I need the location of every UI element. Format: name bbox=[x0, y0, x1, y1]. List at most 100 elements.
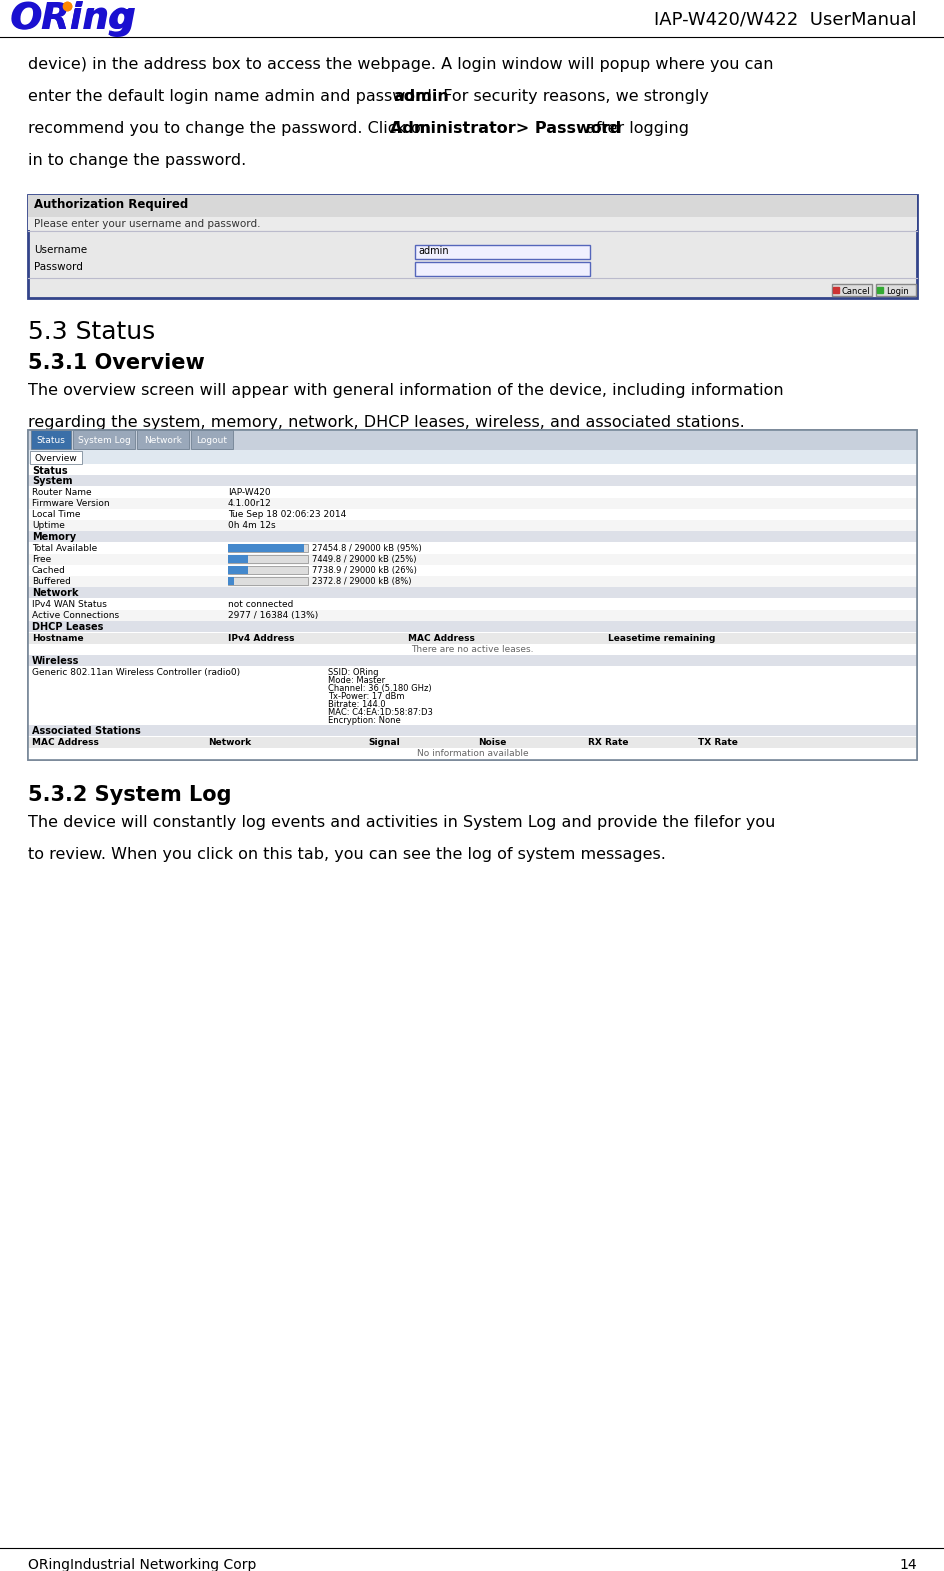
Text: System Log: System Log bbox=[77, 435, 130, 445]
Bar bbox=[28, 195, 916, 298]
Bar bbox=[28, 474, 916, 485]
Text: 27454.8 / 29000 kB (95%): 27454.8 / 29000 kB (95%) bbox=[312, 544, 421, 553]
Text: 14: 14 bbox=[899, 1558, 916, 1571]
Bar bbox=[28, 610, 916, 621]
Bar bbox=[228, 555, 308, 562]
Text: SSID: ORing: SSID: ORing bbox=[328, 668, 379, 677]
Bar bbox=[28, 633, 916, 644]
Text: IAP-W420/W422  UserManual: IAP-W420/W422 UserManual bbox=[653, 9, 916, 28]
Text: admin: admin bbox=[417, 247, 448, 256]
Bar bbox=[28, 449, 916, 463]
Bar bbox=[414, 262, 589, 276]
Bar bbox=[228, 544, 308, 551]
Text: not connected: not connected bbox=[228, 600, 293, 610]
Bar bbox=[28, 655, 916, 666]
Text: Noise: Noise bbox=[478, 738, 506, 746]
Text: regarding the system, memory, network, DHCP leases, wireless, and associated sta: regarding the system, memory, network, D… bbox=[28, 415, 744, 430]
Text: Network: Network bbox=[208, 738, 251, 746]
Text: MAC Address: MAC Address bbox=[32, 738, 99, 746]
Text: There are no active leases.: There are no active leases. bbox=[411, 646, 533, 654]
Text: device) in the address box to access the webpage. A login window will popup wher: device) in the address box to access the… bbox=[28, 57, 773, 72]
Bar bbox=[28, 217, 916, 229]
Bar bbox=[28, 498, 916, 509]
Bar bbox=[28, 195, 916, 217]
Text: Free: Free bbox=[32, 555, 51, 564]
Text: Authorization Required: Authorization Required bbox=[34, 198, 188, 211]
Bar bbox=[137, 430, 189, 449]
Bar bbox=[30, 451, 82, 463]
Text: Mode: Master: Mode: Master bbox=[328, 676, 385, 685]
Bar bbox=[228, 544, 304, 551]
Text: Hostname: Hostname bbox=[32, 635, 83, 643]
Text: 7449.8 / 29000 kB (25%): 7449.8 / 29000 kB (25%) bbox=[312, 555, 416, 564]
Text: Network: Network bbox=[143, 435, 182, 445]
Text: IAP-W420: IAP-W420 bbox=[228, 489, 270, 496]
Text: IPv4 WAN Status: IPv4 WAN Status bbox=[32, 600, 107, 610]
Text: recommend you to change the password. Click on: recommend you to change the password. Cl… bbox=[28, 121, 436, 137]
Text: Total Available: Total Available bbox=[32, 544, 97, 553]
Bar bbox=[28, 621, 916, 632]
Text: The device will constantly log events and activities in System Log and provide t: The device will constantly log events an… bbox=[28, 815, 775, 829]
Text: admin: admin bbox=[393, 90, 448, 104]
Bar bbox=[31, 430, 71, 449]
Text: Router Name: Router Name bbox=[32, 489, 92, 496]
Text: System: System bbox=[32, 476, 73, 485]
Text: Login: Login bbox=[885, 287, 908, 295]
Text: ORing: ORing bbox=[12, 2, 134, 36]
Bar bbox=[228, 555, 247, 562]
Bar bbox=[228, 566, 308, 573]
Bar bbox=[28, 555, 916, 566]
Text: MAC Address: MAC Address bbox=[408, 635, 475, 643]
Text: Active Connections: Active Connections bbox=[32, 611, 119, 621]
Bar bbox=[28, 430, 916, 760]
Text: Generic 802.11an Wireless Controller (radio0): Generic 802.11an Wireless Controller (ra… bbox=[32, 668, 240, 677]
Text: Status: Status bbox=[32, 467, 68, 476]
Text: Wireless: Wireless bbox=[32, 657, 79, 666]
Text: Buffered: Buffered bbox=[32, 577, 71, 586]
Text: RX Rate: RX Rate bbox=[587, 738, 628, 746]
Text: in to change the password.: in to change the password. bbox=[28, 152, 246, 168]
Text: Local Time: Local Time bbox=[32, 511, 80, 518]
Bar bbox=[414, 245, 589, 259]
Text: Tx-Power: 17 dBm: Tx-Power: 17 dBm bbox=[328, 691, 404, 701]
Text: Memory: Memory bbox=[32, 533, 76, 542]
Text: Signal: Signal bbox=[367, 738, 399, 746]
Text: enter the default login name admin and password: enter the default login name admin and p… bbox=[28, 90, 436, 104]
Text: No information available: No information available bbox=[416, 749, 528, 757]
Bar bbox=[831, 284, 871, 295]
Text: 5.3.1 Overview: 5.3.1 Overview bbox=[28, 353, 205, 372]
Bar bbox=[28, 737, 916, 748]
Bar bbox=[228, 566, 247, 573]
Text: Overview: Overview bbox=[35, 454, 77, 462]
Text: ORing: ORing bbox=[10, 2, 137, 38]
Text: Cached: Cached bbox=[32, 566, 66, 575]
Text: 0h 4m 12s: 0h 4m 12s bbox=[228, 522, 276, 529]
Text: Username: Username bbox=[34, 245, 87, 255]
Text: Please enter your username and password.: Please enter your username and password. bbox=[34, 218, 261, 229]
Text: 4.1.00r12: 4.1.00r12 bbox=[228, 500, 272, 507]
Text: Uptime: Uptime bbox=[32, 522, 65, 529]
Text: Associated Stations: Associated Stations bbox=[32, 726, 141, 735]
Text: . For security reasons, we strongly: . For security reasons, we strongly bbox=[432, 90, 708, 104]
Text: Status: Status bbox=[37, 435, 65, 445]
Text: Administrator> Password: Administrator> Password bbox=[390, 121, 620, 137]
Text: The overview screen will appear with general information of the device, includin: The overview screen will appear with gen… bbox=[28, 383, 783, 397]
Text: Firmware Version: Firmware Version bbox=[32, 500, 110, 507]
Text: 2977 / 16384 (13%): 2977 / 16384 (13%) bbox=[228, 611, 318, 621]
Text: Logout: Logout bbox=[196, 435, 228, 445]
Text: 5.3 Status: 5.3 Status bbox=[28, 320, 155, 344]
Bar bbox=[28, 588, 916, 599]
Text: TX Rate: TX Rate bbox=[698, 738, 737, 746]
Text: to review. When you click on this tab, you can see the log of system messages.: to review. When you click on this tab, y… bbox=[28, 847, 666, 862]
Text: Network: Network bbox=[32, 588, 78, 599]
Text: 5.3.2 System Log: 5.3.2 System Log bbox=[28, 786, 231, 804]
Bar bbox=[28, 724, 916, 735]
Bar bbox=[875, 284, 915, 295]
Text: DHCP Leases: DHCP Leases bbox=[32, 622, 103, 632]
Bar bbox=[191, 430, 233, 449]
Text: ORingIndustrial Networking Corp: ORingIndustrial Networking Corp bbox=[28, 1558, 256, 1571]
Text: Password: Password bbox=[34, 262, 83, 272]
Bar bbox=[28, 577, 916, 588]
Bar bbox=[28, 463, 916, 760]
Text: after logging: after logging bbox=[585, 121, 688, 137]
